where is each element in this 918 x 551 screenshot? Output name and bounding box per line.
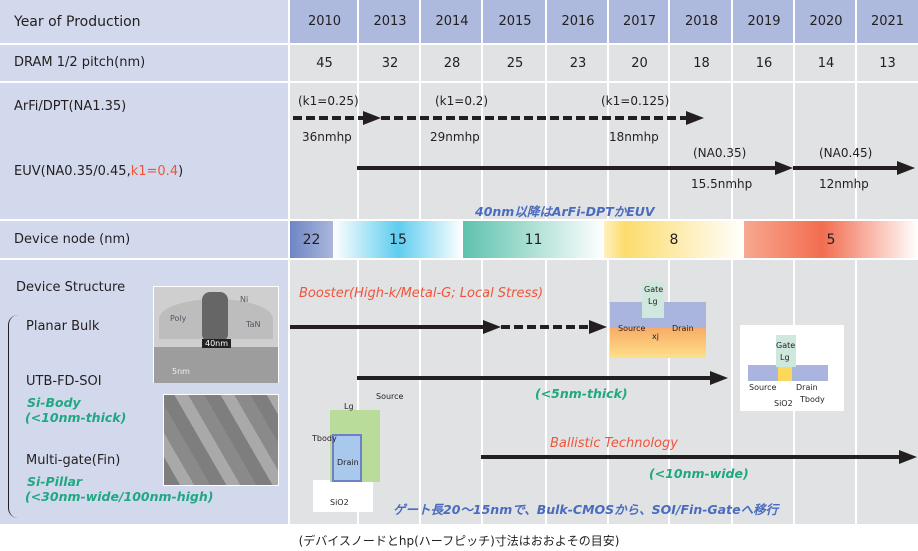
structure-planar: Planar Bulk <box>26 319 100 334</box>
euv-line <box>357 166 777 170</box>
year-cell: 2020 <box>809 14 843 29</box>
column-divider <box>668 0 670 524</box>
data-area <box>290 45 918 524</box>
half-pitch-cell: 16 <box>755 56 773 71</box>
year-cell: 2013 <box>373 14 407 29</box>
fin-line <box>481 455 901 459</box>
utb-soi-diagram: Gate Lg Source Drain SiO2 Tbody <box>740 325 844 411</box>
column-divider <box>481 0 483 524</box>
arfi-dashed-line <box>293 116 365 120</box>
utb-sub1: Si-Body <box>27 395 81 410</box>
structure-utb: UTB-FD-SOI <box>26 374 102 389</box>
structure-row-label: Device Structure <box>16 280 126 295</box>
arrow-head <box>775 161 793 175</box>
utb-sub2: (<10nm-thick) <box>25 410 127 425</box>
year-header-band <box>290 0 918 43</box>
fin-sub2: (<30nm-wide/100nm-high) <box>25 489 214 504</box>
caption: (デバイスノードとhp(ハーフピッチ)寸法はおおよその目安) <box>298 534 620 548</box>
column-divider <box>288 0 290 524</box>
euv-hp-label: 12nmhp <box>819 177 869 191</box>
arfi-hp-label: 18nmhp <box>609 130 659 144</box>
sem-fin-photo <box>163 394 279 486</box>
ballistic-label: Ballistic Technology <box>550 436 678 451</box>
row-divider <box>0 81 918 83</box>
arfi-k1-label: (k1=0.125) <box>601 94 670 108</box>
column-divider <box>419 0 421 524</box>
planar-bulk-diagram: Gate Lg Source Drain xj <box>610 280 714 360</box>
half-pitch-cell: 28 <box>443 56 461 71</box>
year-cell: 2015 <box>498 14 532 29</box>
migration-note: ゲート長20～15nmで、Bulk-CMOSから、SOI/Fin-Gateへ移行 <box>393 502 779 517</box>
euv-na-label: (NA0.35) <box>693 146 747 160</box>
fin-sub1: Si-Pillar <box>27 474 83 489</box>
row-divider <box>0 258 918 260</box>
arrow-head <box>589 320 607 334</box>
utb-thick-label: (<5nm-thick) <box>535 386 628 401</box>
arfi-k1-label: (k1=0.25) <box>298 94 359 108</box>
year-cell: 2014 <box>435 14 469 29</box>
column-divider <box>793 0 795 524</box>
arfi-hp-label: 29nmhp <box>430 130 480 144</box>
column-divider <box>855 0 857 524</box>
node-22: 22 <box>290 221 333 258</box>
arfi-k1-label: (k1=0.2) <box>435 94 489 108</box>
column-divider <box>731 0 733 524</box>
year-cell: 2010 <box>307 14 342 29</box>
year-row-label: Year of Production <box>14 14 141 30</box>
year-cell: 2016 <box>561 14 595 29</box>
half-pitch-cell: 32 <box>381 56 399 71</box>
row-divider <box>0 43 918 45</box>
planar-dashed-line <box>501 325 591 329</box>
booster-label: Booster(High-k/Metal-G; Local Stress) <box>299 286 544 301</box>
fin-wide-label: (<10nm-wide) <box>649 466 749 481</box>
year-cell: 2021 <box>870 14 905 29</box>
finfet-diagram: Lg Source Tbody Drain SiO2 <box>310 390 410 520</box>
half-pitch-cell: 45 <box>316 56 333 71</box>
euv-line <box>793 166 897 170</box>
node-15: 15 <box>333 221 463 258</box>
utb-line <box>357 376 712 380</box>
half-pitch-cell: 14 <box>817 56 835 71</box>
arfi-hp-label: 36nmhp <box>302 130 352 144</box>
euv-hp-label: 15.5nmhp <box>691 177 753 191</box>
euv-na-label: (NA0.45) <box>819 146 873 160</box>
arfi-dashed-line <box>381 116 686 120</box>
node-11: 11 <box>463 221 604 258</box>
arrow-head <box>363 111 381 125</box>
year-cell: 2019 <box>747 14 781 29</box>
node-row-label: Device node (nm) <box>14 232 131 247</box>
structure-fin: Multi-gate(Fin) <box>26 453 121 468</box>
column-divider <box>545 0 547 524</box>
brace <box>8 315 20 518</box>
year-cell: 2018 <box>684 14 719 29</box>
arrow-head <box>899 450 917 464</box>
half-pitch-cell: 20 <box>631 56 648 71</box>
pitch-row-label: DRAM 1/2 pitch(nm) <box>14 55 146 70</box>
column-divider <box>357 0 359 524</box>
arfi-row-label: ArFi/DPT(NA1.35) <box>14 99 127 114</box>
arrow-head <box>483 320 501 334</box>
node-8: 8 <box>604 221 744 258</box>
row-divider <box>0 219 918 221</box>
arrow-head <box>686 111 704 125</box>
year-cell: 2017 <box>622 14 657 29</box>
half-pitch-cell: 18 <box>693 56 710 71</box>
tem-photo: Ni Poly TaN 40nm 5nm <box>153 286 279 383</box>
node-5: 5 <box>744 221 918 258</box>
euv-row-label: EUV(NA0.35/0.45,k1=0.4) <box>14 164 184 179</box>
arrow-head <box>710 371 728 385</box>
planar-line <box>290 325 485 329</box>
arrow-head <box>897 161 915 175</box>
column-divider <box>607 0 609 524</box>
half-pitch-cell: 13 <box>879 56 896 71</box>
euv-note: 40nm以降はArFi-DPTかEUV <box>475 204 655 219</box>
half-pitch-cell: 25 <box>506 56 524 71</box>
half-pitch-cell: 23 <box>569 56 587 71</box>
